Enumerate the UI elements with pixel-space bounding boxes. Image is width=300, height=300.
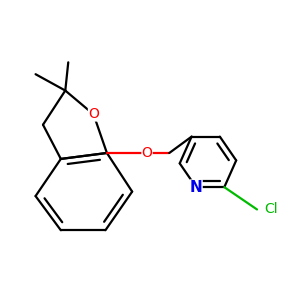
Text: O: O [88, 107, 99, 121]
Text: O: O [142, 146, 152, 160]
Text: Cl: Cl [264, 202, 278, 216]
Text: N: N [190, 180, 202, 195]
